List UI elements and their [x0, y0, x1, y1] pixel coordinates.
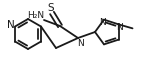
Text: N: N: [100, 18, 106, 27]
Text: N: N: [7, 21, 15, 30]
Text: N: N: [77, 39, 83, 48]
Text: H₂N: H₂N: [27, 11, 45, 21]
Text: S: S: [48, 3, 54, 13]
Text: N: N: [116, 23, 123, 32]
